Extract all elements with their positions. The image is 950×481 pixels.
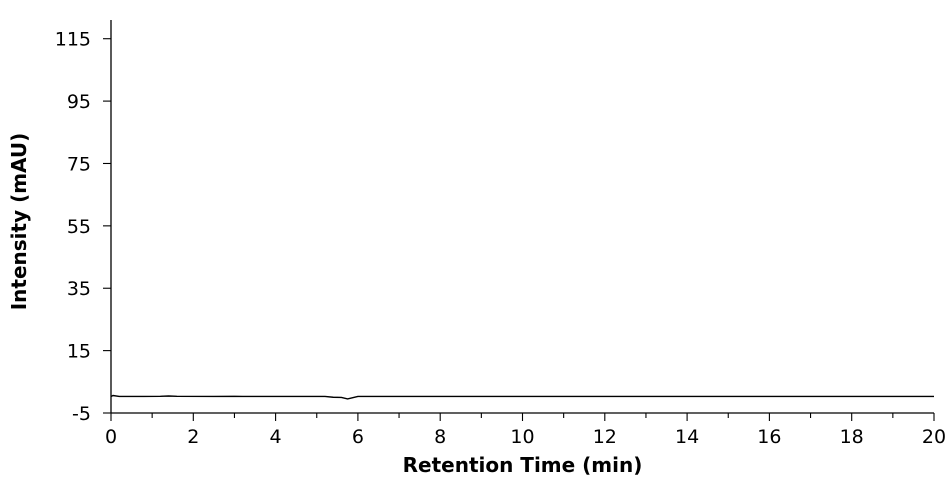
x-tick-label: 4 <box>270 426 282 448</box>
x-tick-label: 18 <box>840 426 864 448</box>
x-tick-label: 16 <box>757 426 781 448</box>
x-tick-label: 8 <box>434 426 446 448</box>
y-axis-ticks: -5 15 35 55 75 95 115 <box>55 29 111 425</box>
x-tick-label: 14 <box>675 426 699 448</box>
y-tick-label: 55 <box>67 216 91 238</box>
x-tick-label: 10 <box>510 426 534 448</box>
chromatogram-trace <box>110 394 934 400</box>
x-tick-label: 0 <box>105 426 117 448</box>
y-tick-label: 95 <box>67 91 91 113</box>
x-tick-label: 6 <box>352 426 364 448</box>
y-tick-label: 35 <box>67 278 91 300</box>
x-axis-ticks: 0 2 4 6 8 10 12 14 16 18 20 <box>105 413 946 448</box>
x-tick-label: 2 <box>187 426 199 448</box>
y-tick-label: -5 <box>72 403 91 425</box>
x-tick-label: 20 <box>922 426 946 448</box>
x-tick-label: 12 <box>593 426 617 448</box>
y-tick-label: 115 <box>55 29 91 51</box>
x-axis-title: Retention Time (min) <box>403 453 643 477</box>
y-axis-title: Intensity (mAU) <box>7 133 31 311</box>
y-tick-label: 75 <box>67 153 91 175</box>
y-tick-label: 15 <box>67 341 91 363</box>
